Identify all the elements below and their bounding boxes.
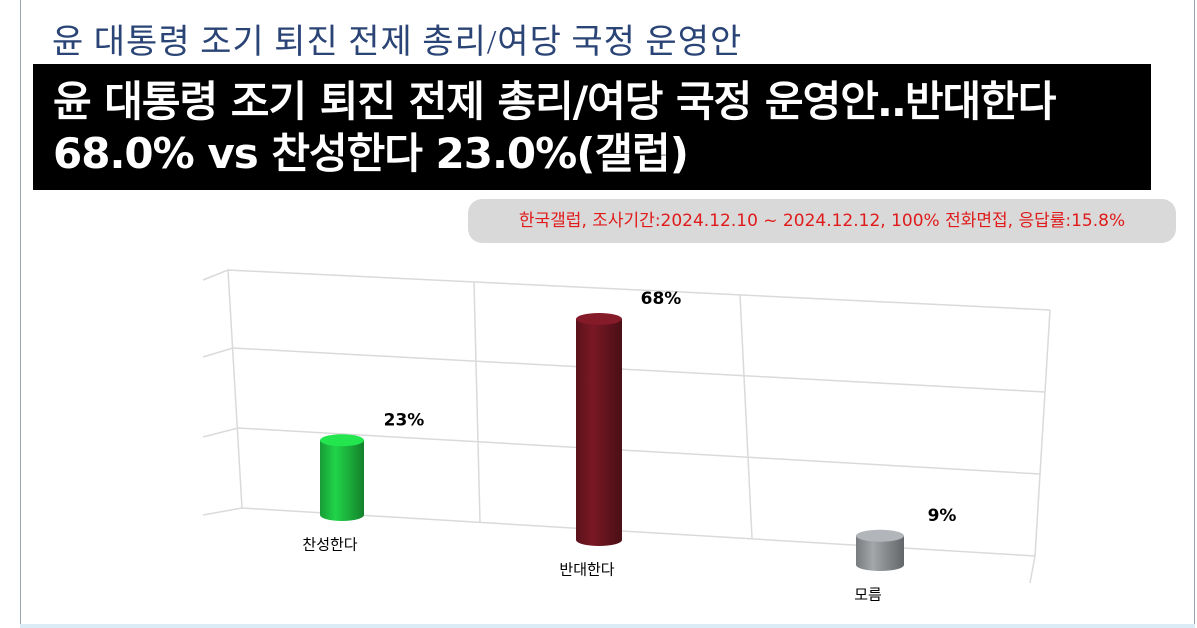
value-label: 68% (641, 289, 682, 309)
bar (320, 440, 364, 521)
frame (20, 0, 1195, 626)
value-label: 9% (928, 506, 957, 526)
bar (856, 535, 904, 571)
bottom-strip (20, 624, 1195, 628)
bar-top (856, 529, 904, 542)
value-label: 23% (384, 410, 425, 430)
chart-grid (202, 269, 1051, 584)
headline-line: 68.0% vs 찬성한다 23.0%(갤럽) (53, 129, 689, 178)
headline-line: 윤 대통령 조기 퇴진 전제 총리/여당 국정 운영안‥반대한다 (53, 77, 1056, 126)
headline: 윤 대통령 조기 퇴진 전제 총리/여당 국정 운영안‥반대한다 68.0% v… (33, 64, 1151, 190)
category-label: 찬성한다 (302, 536, 357, 554)
slide-title: 윤 대통령 조기 퇴진 전제 총리/여당 국정 운영안 (52, 24, 743, 61)
source-note: 한국갤럽, 조사기간:2024.12.10 ~ 2024.12.12, 100%… (468, 199, 1176, 243)
bar-top (576, 313, 622, 325)
bar (576, 319, 622, 546)
bar-top (320, 434, 364, 447)
category-label: 모름 (854, 586, 882, 604)
category-label: 반대한다 (559, 561, 614, 579)
